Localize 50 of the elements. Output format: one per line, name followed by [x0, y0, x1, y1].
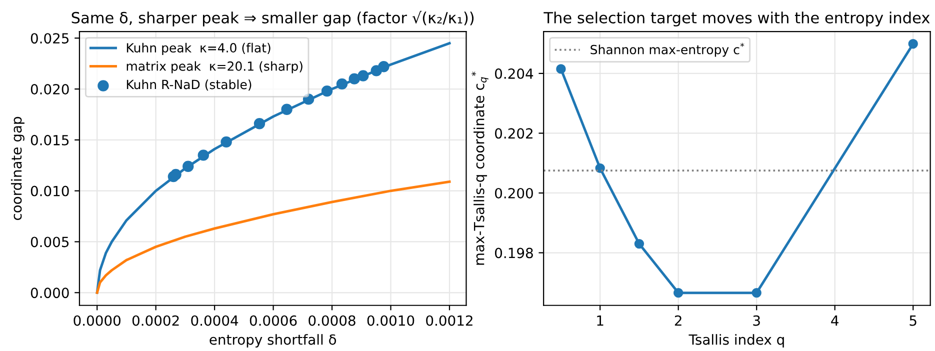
y-tick-label: 0.005 — [30, 236, 69, 248]
point — [673, 288, 684, 298]
point — [170, 168, 182, 180]
y-axis-title: max-Tsallis-q coordinate c$_{q}$$^{*}$ — [472, 72, 488, 265]
x-tick-label: 0.0008 — [308, 315, 356, 326]
y-tick-label: 0.204 — [495, 68, 534, 79]
y-tick-label: 0.015 — [30, 134, 69, 146]
point — [908, 38, 918, 49]
x-axis-title: Tsallis index q — [688, 334, 784, 348]
legend-label: Kuhn peak κ=4.0 (flat) — [126, 42, 270, 55]
legend-label: Shannon max-entropy c$^{*}$ — [590, 42, 744, 57]
point — [634, 238, 644, 249]
point — [220, 136, 232, 148]
line-series — [96, 180, 451, 294]
y-tick-label: 0.020 — [30, 84, 69, 94]
point — [336, 78, 348, 90]
line-series — [96, 42, 451, 294]
point — [752, 288, 762, 298]
x-tick-label: 1 — [597, 316, 604, 326]
x-tick-label: 2 — [674, 315, 682, 326]
point — [378, 61, 390, 72]
x-tick-label: 0.0000 — [74, 315, 120, 326]
point — [182, 160, 194, 172]
y-tick-label: 0.010 — [30, 186, 69, 196]
x-tick-label: 0.0004 — [191, 315, 238, 326]
point — [556, 64, 566, 74]
x-tick-label: 0.0006 — [250, 315, 297, 326]
point — [321, 85, 333, 97]
point — [348, 73, 360, 84]
y-tick-label: 0.025 — [30, 33, 69, 44]
y-tick-label: 0.198 — [495, 248, 533, 258]
y-tick-label: 0.000 — [30, 288, 69, 298]
legend-label: Kuhn R-NaD (stable) — [126, 80, 252, 91]
point — [281, 104, 292, 115]
x-tick-label: 0.0010 — [367, 315, 414, 326]
point — [198, 150, 210, 161]
x-axis-title: entropy shortfall δ — [210, 334, 336, 348]
chart-title: Same δ, sharper peak ⇒ smaller gap (factor √(κ₂/κ₁)) — [72, 10, 474, 26]
x-tick-label: 5 — [910, 316, 916, 326]
y-axis-title: coordinate gap — [10, 116, 24, 220]
point — [358, 70, 369, 82]
point — [254, 118, 266, 130]
y-tick-label: 0.202 — [495, 128, 532, 139]
x-tick-label: 0.0012 — [426, 315, 472, 326]
x-tick-label: 3 — [753, 315, 760, 326]
x-tick-label: 0.0002 — [132, 315, 179, 326]
y-tick-label: 0.200 — [495, 188, 533, 198]
legend-label: matrix peak κ=20.1 (sharp) — [126, 61, 302, 74]
x-tick-label: 4 — [831, 316, 838, 326]
chart-title: The selection target moves with the entropy index — [544, 12, 930, 26]
